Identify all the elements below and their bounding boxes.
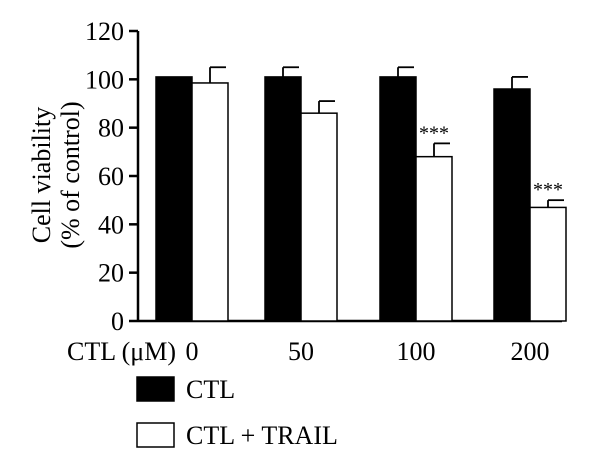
bar-ctl-0 (155, 76, 193, 322)
y-tick-label-100: 100 (85, 65, 124, 94)
x-tick-label-100: 100 (397, 337, 436, 366)
y-axis-label: Cell viability (% of control) (27, 101, 85, 248)
bar-ctl-trail-50 (300, 112, 338, 322)
bar-ctl-50 (264, 76, 302, 322)
legend-label-ctl-trail: CTL + TRAIL (186, 421, 338, 450)
bar-ctl-trail-0 (191, 82, 229, 322)
y-tick-label-40: 40 (98, 210, 124, 239)
bar-ctl-100 (379, 76, 417, 322)
bar-ctl-200 (493, 88, 531, 322)
significance-label-200: *** (533, 179, 563, 201)
legend: CTL CTL + TRAIL (136, 375, 338, 450)
bar-ctl-trail-200 (529, 206, 567, 322)
y-ticks: 0 20 40 60 80 100 120 (85, 17, 138, 336)
y-tick-label-20: 20 (98, 259, 124, 288)
y-tick-label-0: 0 (111, 307, 124, 336)
y-tick-label-60: 60 (98, 162, 124, 191)
y-axis-label-line2: (% of control) (56, 101, 85, 248)
x-tick-label-50: 50 (288, 337, 314, 366)
x-tick-label-200: 200 (511, 337, 550, 366)
legend-label-ctl: CTL (186, 375, 235, 404)
bar-ctl-trail-100 (415, 155, 453, 322)
legend-swatch-ctl (136, 376, 175, 402)
bars: *** *** (155, 66, 567, 322)
y-axis-label-line1: Cell viability (27, 107, 56, 244)
x-tick-label-0: 0 (186, 337, 199, 366)
legend-swatch-ctl-trail (136, 422, 175, 448)
y-tick-label-80: 80 (98, 114, 124, 143)
x-prefix-label: CTL (μM) (67, 337, 176, 366)
significance-label-100: *** (419, 122, 449, 144)
y-tick-label-120: 120 (85, 17, 124, 46)
x-tick-labels: CTL (μM) 0 50 100 200 (67, 337, 550, 366)
